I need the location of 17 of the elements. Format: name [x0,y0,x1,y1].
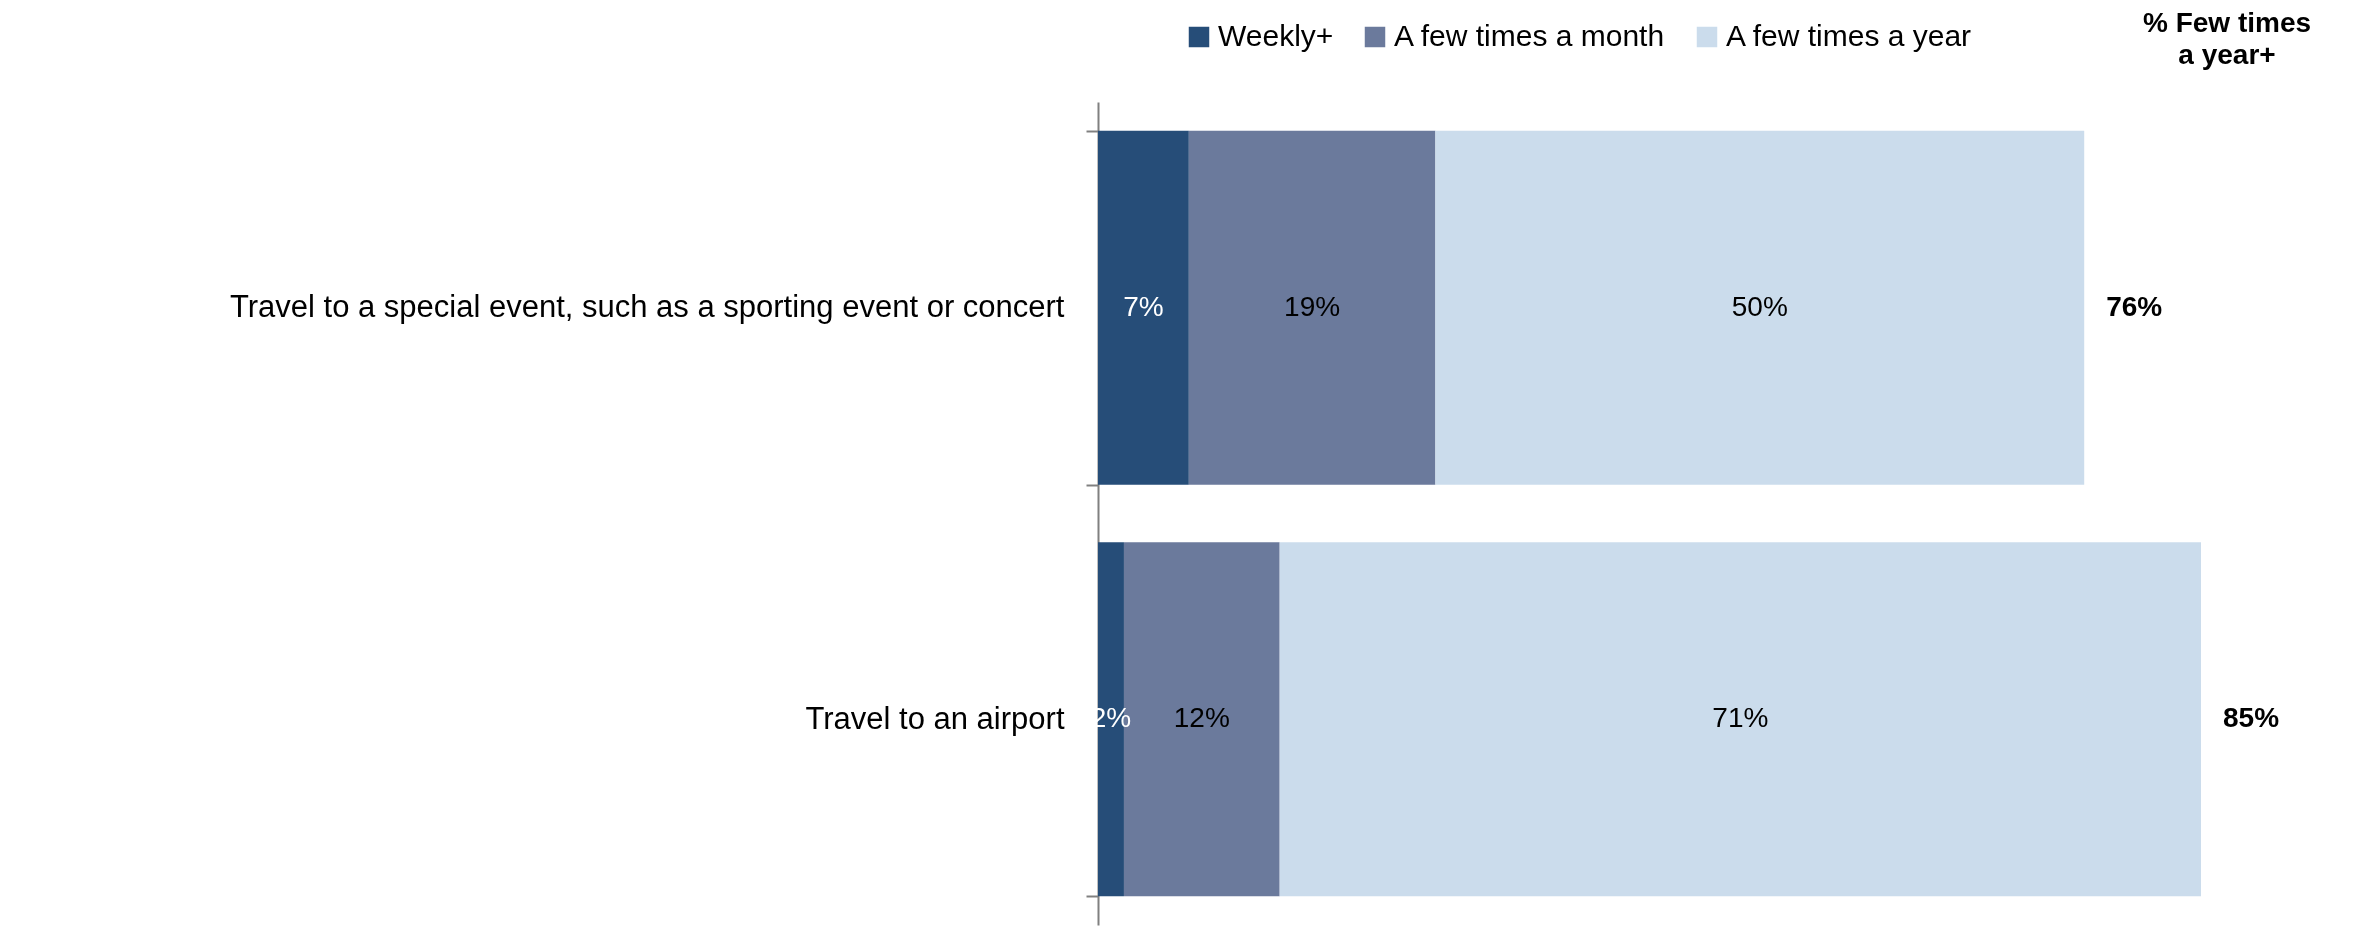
data-label: 50% [1731,290,1788,322]
data-label: 19% [1284,290,1341,322]
total-label: 76% [2106,290,2163,322]
data-label: 71% [1712,702,1769,734]
text: % Few times a year+ [2142,7,2312,70]
legend-label: A few times a month [1394,19,1665,52]
legend-label: Weekly+ [1218,19,1334,52]
data-label: 7% [1123,290,1164,322]
bar [1098,130,1189,485]
legend-label: A few times a year [1726,19,1972,52]
y-tick-label: Travel to an airport [805,700,1065,736]
bar [1435,130,2085,485]
bar [1279,542,2201,897]
y-tick-label: Travel to a special event, such as a sporting event or concert [229,289,1065,325]
data-label: 12% [1173,702,1230,734]
total-label: 85% [2222,702,2280,734]
bar [1188,130,1436,485]
